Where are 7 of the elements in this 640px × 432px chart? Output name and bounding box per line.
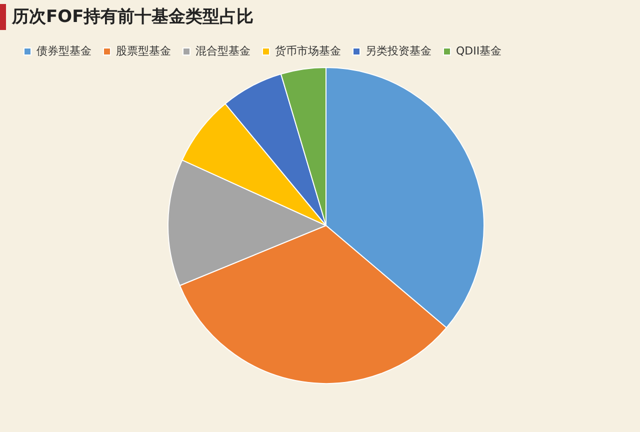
legend-label: QDII基金 [456, 44, 502, 58]
legend-label: 另类投资基金 [366, 44, 432, 58]
legend-label: 股票型基金 [116, 44, 171, 58]
legend-label: 债券型基金 [36, 44, 92, 58]
chart-title: 历次FOF持有前十基金类型占比 [12, 6, 254, 28]
legend-label: 混合型基金 [196, 44, 250, 58]
legend-label: 货币市场基金 [275, 44, 341, 58]
